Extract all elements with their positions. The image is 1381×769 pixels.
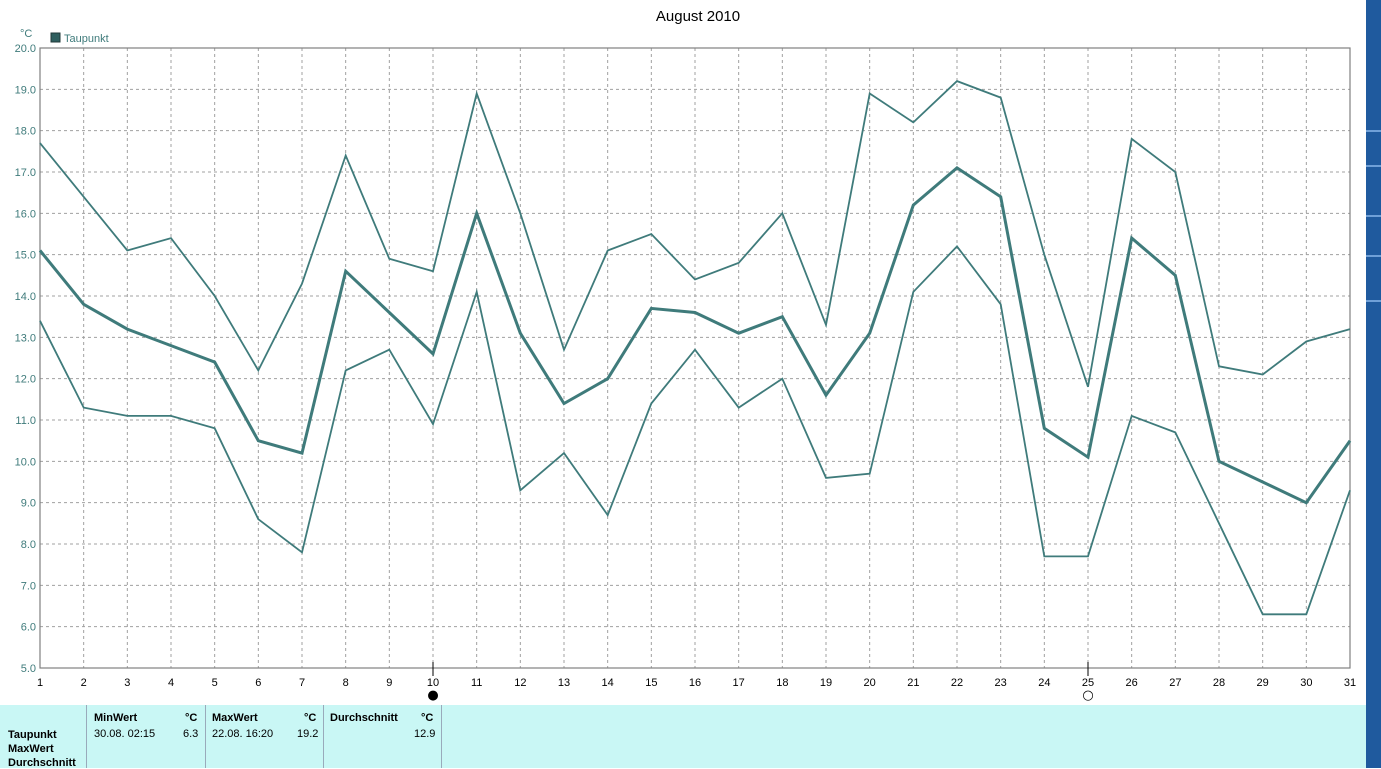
avg-column: Durchschnitt °C 12.9	[324, 705, 442, 768]
min-column: MinWert °C 30.08. 02:15 6.3	[87, 705, 206, 768]
x-tick-label: 3	[124, 677, 130, 689]
y-tick-label: 10.0	[15, 456, 36, 468]
max-header: MaxWert	[212, 712, 258, 724]
y-tick-label: 15.0	[15, 250, 36, 262]
x-tick-label: 4	[168, 677, 174, 689]
row-label-maxwert: MaxWert	[8, 743, 54, 755]
y-tick-label: 6.0	[21, 622, 36, 634]
x-tick-label: 21	[907, 677, 919, 689]
x-tick-label: 19	[820, 677, 832, 689]
avg-unit: °C	[421, 712, 434, 724]
x-tick-label: 30	[1300, 677, 1312, 689]
x-tick-label: 18	[776, 677, 788, 689]
y-tick-label: 7.0	[21, 580, 36, 592]
max-value: 19.2	[297, 728, 319, 740]
legend-label: Taupunkt	[64, 33, 109, 45]
y-tick-label: 18.0	[15, 126, 36, 138]
window-edge-strip	[1366, 0, 1381, 768]
dewpoint-chart: 5.0 6.0 7.0 8.0 9.0 10.0 11.0 12.0 13.0 14.0 15.0 1…	[15, 8, 1357, 703]
x-tick-label: 8	[343, 677, 349, 689]
series-line-min	[39, 245, 1351, 616]
x-tick-label: 17	[733, 677, 745, 689]
y-tick-label: 8.0	[21, 539, 36, 551]
x-tick-label: 22	[951, 677, 963, 689]
x-tick-label: 15	[645, 677, 657, 689]
y-tick-label: 9.0	[21, 498, 36, 510]
x-tick-label: 1	[37, 677, 43, 689]
y-tick-label: 14.0	[15, 291, 36, 303]
x-tick-label: 13	[558, 677, 570, 689]
avg-header: Durchschnitt	[330, 712, 398, 724]
x-tick-label: 23	[995, 677, 1007, 689]
x-tick-label: 7	[299, 677, 305, 689]
x-tick-label: 20	[864, 677, 876, 689]
x-tick-label: 11	[471, 677, 482, 689]
y-tick-label: 13.0	[15, 332, 36, 344]
x-tick-label: 14	[602, 677, 614, 689]
row-label-taupunkt: Taupunkt	[8, 729, 57, 741]
plot-frame	[39, 47, 1351, 669]
y-tick-label: 19.0	[15, 84, 36, 96]
y-tick-label: 17.0	[15, 167, 36, 179]
y-tick-label: 12.0	[15, 374, 36, 386]
row-label-column: Taupunkt MaxWert Durchschnitt	[0, 705, 87, 769]
row-label-durchschnitt: Durchschnitt	[8, 757, 76, 769]
x-tick-label: 28	[1213, 677, 1225, 689]
max-unit: °C	[304, 712, 317, 724]
stats-panel: Taupunkt MaxWert Durchschnitt MinWert °C…	[0, 705, 1366, 769]
moon-phase-icon: ○	[1082, 688, 1093, 703]
x-tick-label: 12	[514, 677, 526, 689]
legend-swatch	[50, 32, 61, 43]
max-date: 22.08. 16:20	[212, 728, 274, 740]
x-tick-label: 29	[1257, 677, 1269, 689]
y-tick-label: 11.0	[15, 415, 36, 427]
min-header: MinWert	[94, 712, 138, 724]
avg-value: 12.9	[414, 728, 436, 740]
series-line-mean	[38, 166, 1352, 505]
chart-area: 5.0 6.0 7.0 8.0 9.0 10.0 11.0 12.0 13.0 14.0 15.0 1…	[15, 8, 1357, 703]
y-tick-label: 20.0	[15, 43, 36, 55]
x-tick-label: 27	[1169, 677, 1181, 689]
chart-title: August 2010	[656, 8, 740, 25]
x-tick-label: 2	[81, 677, 87, 689]
y-tick-label: 5.0	[21, 663, 36, 675]
min-date: 30.08. 02:15	[94, 728, 156, 740]
min-unit: °C	[185, 712, 198, 724]
x-tick-label: 16	[689, 677, 701, 689]
x-tick-label: 25	[1082, 677, 1094, 689]
x-tick-label: 10	[427, 677, 439, 689]
x-tick-label: 5	[212, 677, 218, 689]
y-axis-unit: °C	[20, 28, 32, 40]
y-tick-label: 16.0	[15, 208, 36, 220]
moon-phase-icon: ●	[427, 688, 438, 703]
series-line-max	[39, 80, 1351, 388]
max-column: MaxWert °C 22.08. 16:20 19.2	[206, 705, 324, 768]
x-tick-label: 6	[255, 677, 261, 689]
x-tick-label: 24	[1038, 677, 1050, 689]
x-tick-label: 9	[386, 677, 392, 689]
x-tick-label: 31	[1344, 677, 1356, 689]
min-value: 6.3	[183, 728, 199, 740]
x-tick-label: 26	[1126, 677, 1138, 689]
